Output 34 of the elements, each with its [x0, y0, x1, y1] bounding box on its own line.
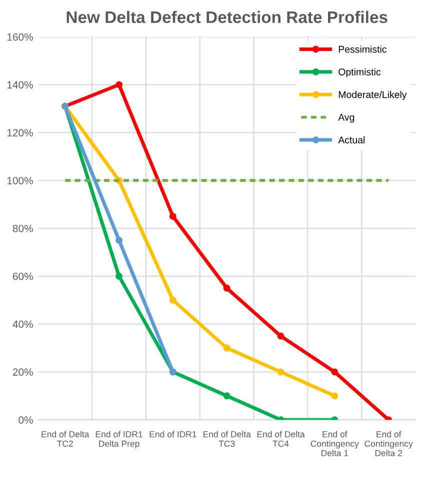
y-tick-label: 40%: [12, 320, 33, 328]
x-tick-label: End of IDR1 Delta Prep: [96, 430, 142, 448]
x-tick-label: End of Contingency Delta 2: [364, 430, 413, 456]
point: [116, 81, 122, 88]
y-tick-label: 0%: [18, 416, 33, 424]
x-tick-label: End of Delta TC4: [257, 430, 305, 447]
legend-label: Optimistic: [338, 68, 381, 78]
point: [116, 236, 122, 244]
y-tick-label: 140%: [7, 81, 33, 89]
y-tick-label: 120%: [7, 129, 33, 136]
y-tick-label: 20%: [12, 368, 33, 376]
point: [223, 284, 230, 292]
point: [331, 368, 338, 376]
y-tick-label: 60%: [12, 272, 33, 280]
point: [331, 392, 338, 400]
point: [277, 332, 284, 340]
point: [116, 272, 122, 280]
y-tick-label: 80%: [12, 224, 33, 232]
point: [223, 392, 230, 400]
point: [169, 296, 176, 304]
x-tick-label: End of IDR1: [150, 430, 196, 438]
legend-label: Actual: [338, 136, 365, 144]
x-tick-label: End of Contingency Delta 1: [310, 430, 359, 456]
legend-label: Pessimistic: [338, 46, 387, 53]
y-tick-label: 100%: [7, 176, 33, 184]
x-tick-label: End of Delta TC2: [42, 430, 90, 447]
chart-title: New Delta Defect Detection Rate Profiles: [66, 10, 388, 24]
legend-label: Avg: [338, 114, 354, 123]
point: [169, 212, 176, 220]
x-tick-label: End of Delta TC3: [203, 430, 251, 447]
legend-label: Moderate/Likely: [338, 90, 407, 100]
point: [277, 368, 284, 376]
point: [223, 344, 230, 352]
y-tick-label: 160%: [7, 33, 33, 41]
